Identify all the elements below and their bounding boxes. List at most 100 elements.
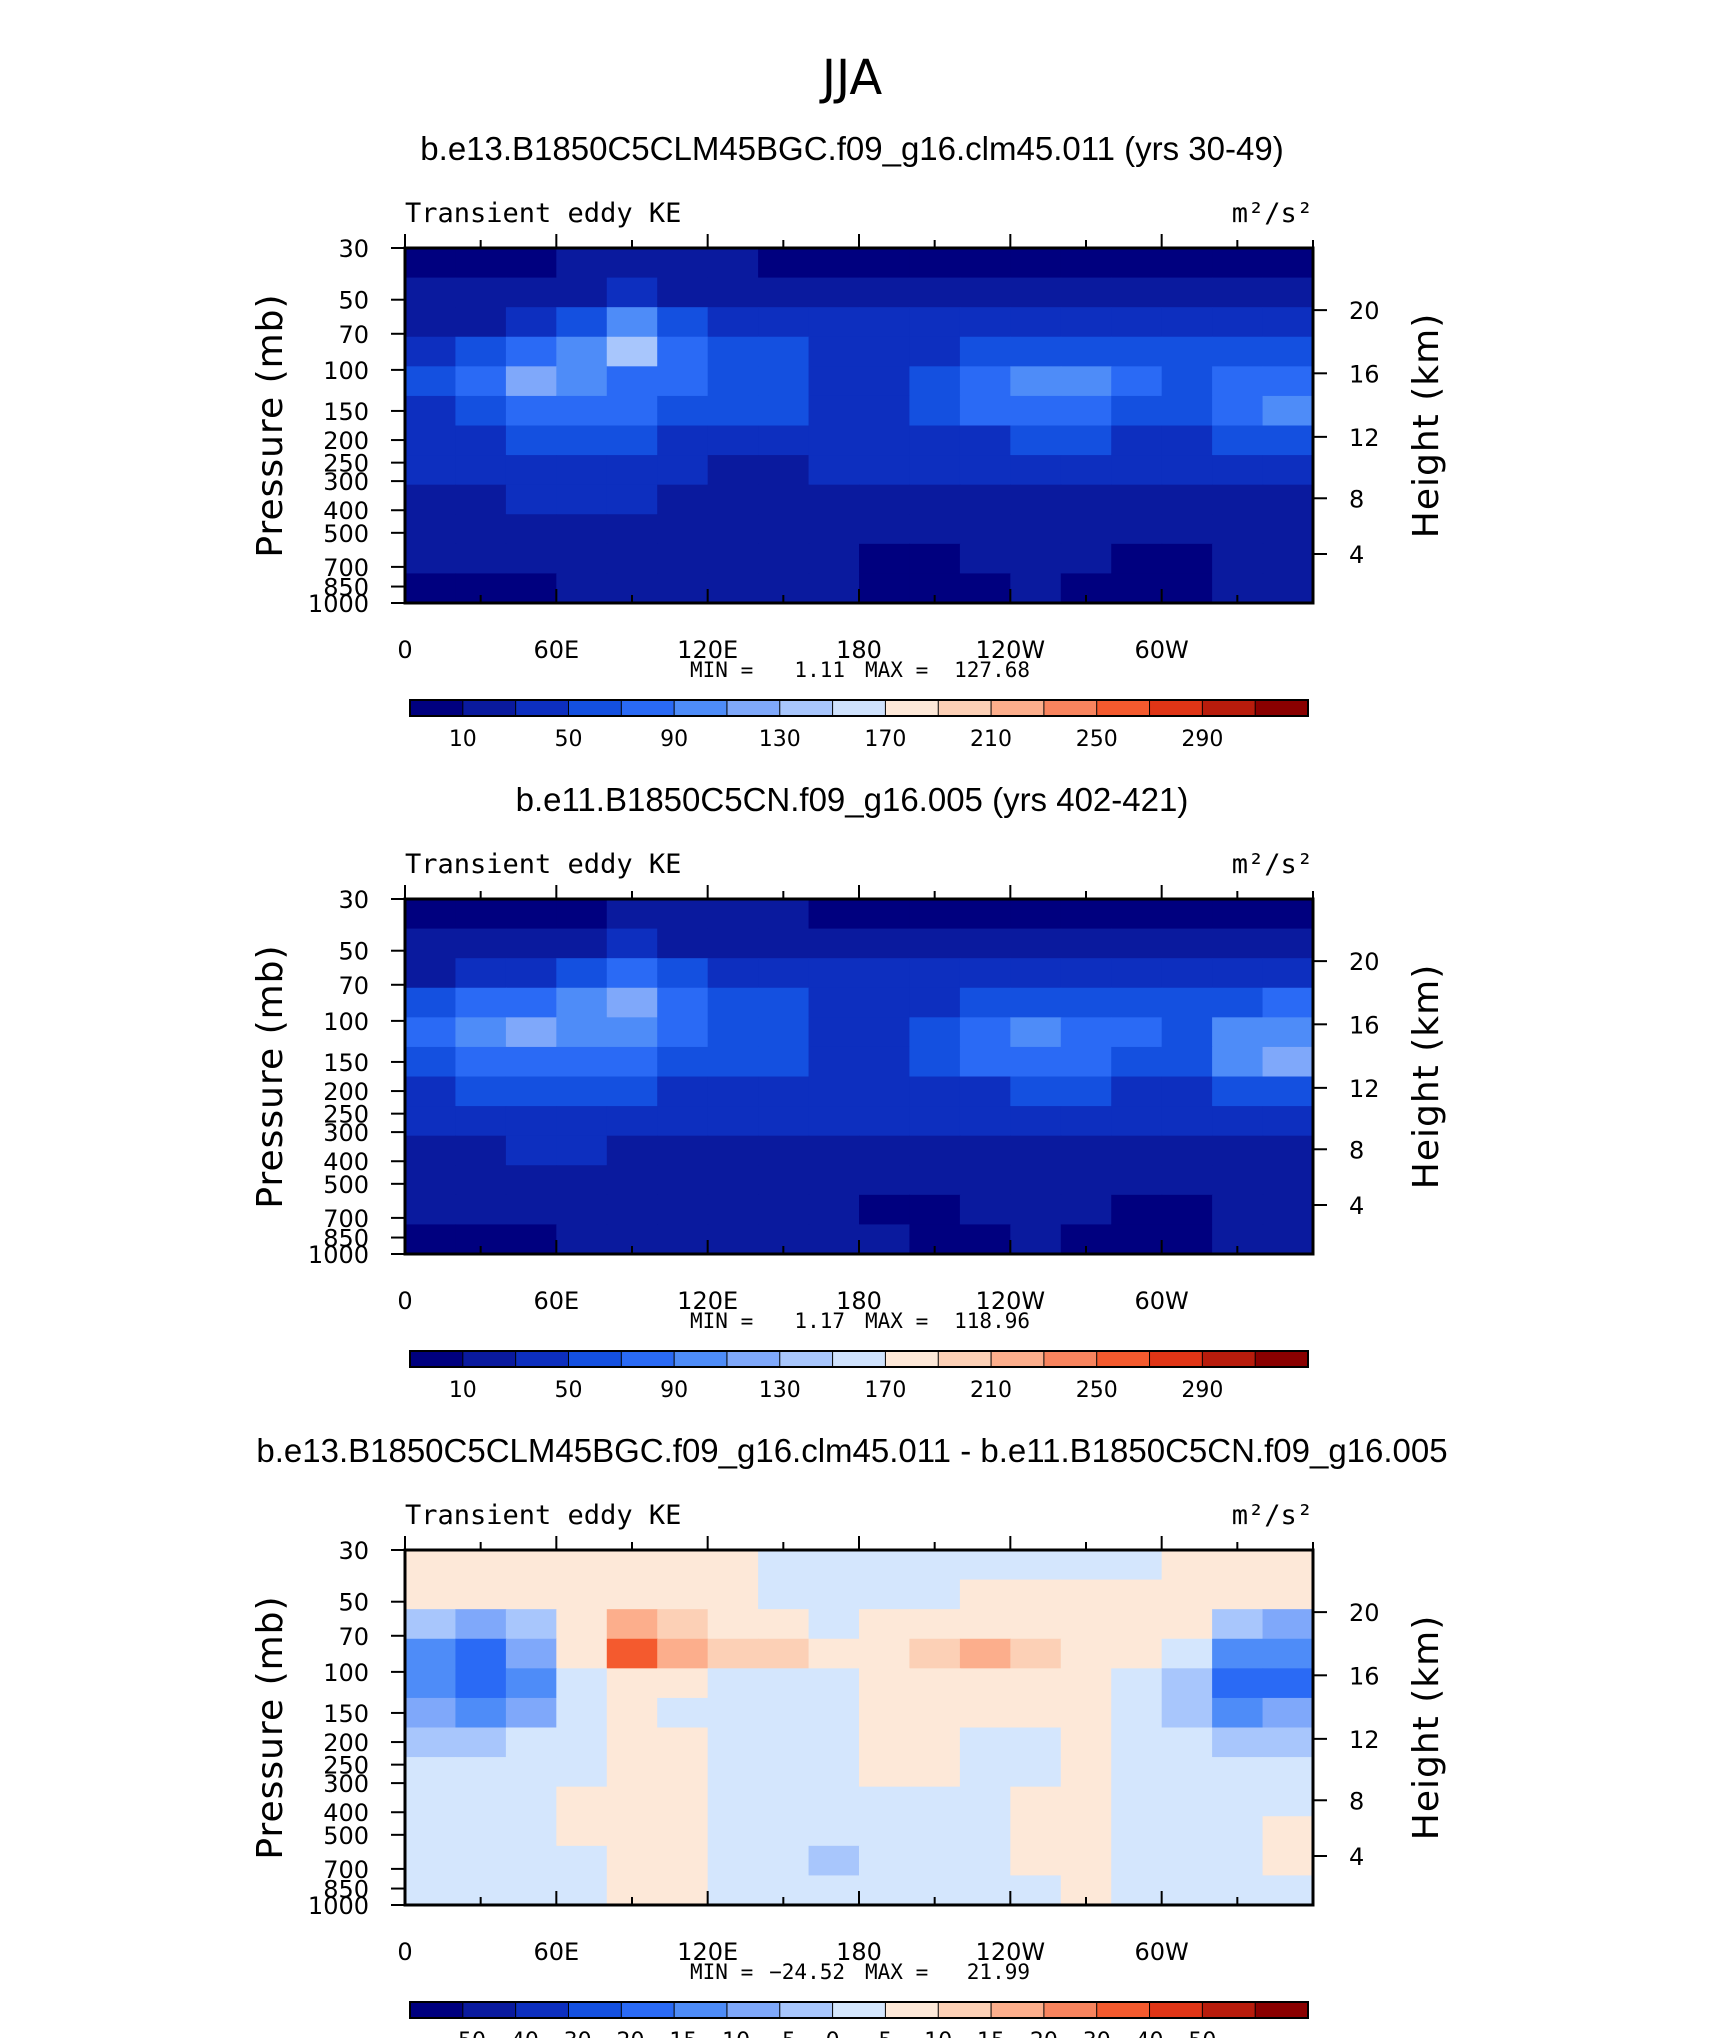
heatmap-cell <box>505 1106 557 1137</box>
heatmap-cell <box>405 514 457 545</box>
heatmap-cell <box>1212 1165 1264 1196</box>
heatmap-cell <box>556 455 608 486</box>
y-axis-label: Pressure (mb) <box>250 1595 291 1859</box>
heatmap-cell <box>556 1017 608 1048</box>
subtitle-left: Transient eddy KE <box>405 1500 681 1531</box>
x-tick-label: 120E <box>677 1938 738 1966</box>
heatmap-cell <box>556 928 608 959</box>
heatmap-cell <box>1161 336 1213 367</box>
heatmap-cell <box>909 928 961 959</box>
heatmap-cell <box>455 1076 507 1107</box>
colorbar-label: 15 <box>977 2029 1005 2038</box>
heatmap-cell <box>657 1106 709 1137</box>
colorbar: −50−40−30−20−15−10−505101520304050 <box>409 2001 1310 2038</box>
y-tick-label: 300 <box>323 1770 369 1798</box>
heatmap-cell <box>859 484 911 515</box>
heatmap-cell <box>455 277 507 308</box>
y-tick-right-label: 12 <box>1349 1075 1380 1103</box>
heatmap-cell <box>959 899 1011 930</box>
heatmap-cell <box>1161 514 1213 545</box>
heatmap-cell <box>1262 1609 1314 1640</box>
y-tick-label: 700 <box>323 554 369 582</box>
heatmap-cell <box>1060 395 1112 427</box>
heatmap-cell <box>455 1757 507 1788</box>
colorbar-swatch <box>1096 2001 1151 2019</box>
colorbar-swatch <box>1201 2001 1257 2019</box>
heatmap-cell <box>1060 307 1112 338</box>
colorbar-swatch <box>462 1350 517 1368</box>
heatmap-cell <box>1161 1165 1213 1196</box>
heatmap-cell <box>707 1816 759 1847</box>
heatmap-cell <box>1111 573 1163 604</box>
y-tick-label: 250 <box>323 1101 369 1129</box>
heatmap-cell <box>405 1875 457 1906</box>
heatmap-cell <box>606 455 658 486</box>
heatmap-cell <box>505 928 557 959</box>
colorbar-swatch <box>990 699 1045 717</box>
heatmap-cell <box>707 1550 759 1581</box>
heatmap-cell <box>1161 573 1213 604</box>
heatmap-cell <box>505 1076 557 1107</box>
heatmap-cell <box>959 1638 1011 1669</box>
heatmap-cell <box>1010 366 1062 397</box>
heatmap-cell <box>758 277 810 308</box>
heatmap-cell <box>707 1609 759 1640</box>
min-value: 1.11 <box>794 658 845 682</box>
heatmap-cell <box>657 455 709 486</box>
heatmap-cell <box>1212 1017 1264 1048</box>
heatmap-cell <box>405 455 457 486</box>
heatmap-cell <box>707 958 759 989</box>
heatmap-cell <box>707 1165 759 1196</box>
heatmap-cell <box>455 1697 507 1729</box>
y-tick-label: 850 <box>323 1225 369 1253</box>
heatmap-cell <box>808 543 860 575</box>
heatmap-cell <box>1262 1845 1314 1877</box>
heatmap-cell <box>707 484 759 515</box>
y-tick-label: 70 <box>338 972 369 1000</box>
colorbar-label: 130 <box>759 727 801 752</box>
heatmap-cell <box>808 1638 860 1669</box>
heatmap-cell <box>405 366 457 397</box>
heatmap-cell <box>909 307 961 338</box>
heatmap-cell <box>1111 899 1163 930</box>
colorbar-swatch <box>409 2001 464 2019</box>
heatmap-cell <box>1161 1668 1213 1699</box>
heatmap-cell <box>1161 1697 1213 1729</box>
heatmap-cell <box>1060 277 1112 308</box>
colorbar-swatch <box>726 2001 781 2019</box>
x-tick-label: 60E <box>533 1938 579 1966</box>
heatmap-cell <box>606 307 658 338</box>
y-tick-right-label: 4 <box>1349 541 1364 569</box>
y-tick-label: 400 <box>323 497 369 525</box>
heatmap-cell <box>1161 484 1213 515</box>
x-tick-label: 120W <box>976 1287 1046 1315</box>
heatmap-cell <box>556 1845 608 1877</box>
heatmap-cell <box>405 1638 457 1669</box>
colorbar-swatch <box>779 699 834 717</box>
heatmap-cell <box>1010 336 1062 367</box>
heatmap-cell <box>455 1046 507 1078</box>
min-label: MIN = <box>690 1309 753 1333</box>
colorbar-swatch <box>990 2001 1045 2019</box>
heatmap-cell <box>1161 1786 1213 1817</box>
heatmap-cell <box>556 899 608 930</box>
heatmap-cell <box>405 1816 457 1847</box>
heatmap-cell <box>505 514 557 545</box>
heatmap-cell <box>1060 543 1112 575</box>
y-tick-label: 1000 <box>308 590 369 618</box>
heatmap-cell <box>405 1757 457 1788</box>
heatmap-cell <box>1262 1697 1314 1729</box>
heatmap-cell <box>1212 395 1264 427</box>
heatmap-cell <box>405 1845 457 1877</box>
heatmap-cell <box>1111 928 1163 959</box>
colorbar-label: −50 <box>440 2029 486 2038</box>
heatmap-cell <box>1212 484 1264 515</box>
heatmap-cell <box>707 543 759 575</box>
y-tick-label: 30 <box>338 235 369 263</box>
heatmap-cell <box>1060 1017 1112 1048</box>
heatmap-cell <box>758 1638 810 1669</box>
heatmap-cell <box>1262 1786 1314 1817</box>
heatmap-cell <box>707 1668 759 1699</box>
y-tick-right-label: 8 <box>1349 485 1364 513</box>
